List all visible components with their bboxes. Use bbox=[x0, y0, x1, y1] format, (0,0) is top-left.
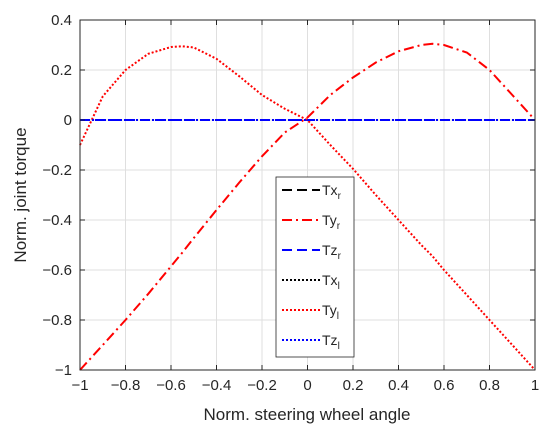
y-tick-label: −0.2 bbox=[42, 162, 72, 179]
x-tick-label: 0.2 bbox=[343, 377, 364, 394]
y-axis-label: Norm. joint torque bbox=[11, 127, 30, 262]
legend-series-subscript: l bbox=[338, 341, 340, 352]
y-tick-label: −1 bbox=[55, 362, 72, 379]
x-tick-label: −0.8 bbox=[111, 377, 141, 394]
series-line-ty-l bbox=[79, 45, 536, 371]
legend-box bbox=[275, 176, 355, 358]
axis-ticks: −1 −0.8 −0.6 −0.4 −0.2 0 0.2 0.4 0.6 0.8 1 0.4 0.2 0 −… bbox=[42, 12, 539, 394]
legend-series-subscript: r bbox=[338, 251, 342, 262]
legend-label: Txl bbox=[322, 272, 340, 292]
x-axis-label: Norm. steering wheel angle bbox=[204, 405, 411, 424]
x-tick-label: 0.4 bbox=[388, 377, 409, 394]
legend-series-subscript: l bbox=[338, 281, 340, 292]
x-tick-label: 0.6 bbox=[434, 377, 455, 394]
x-tick-label: 0 bbox=[303, 377, 311, 394]
series-line-ty-r bbox=[79, 42, 536, 371]
legend-series-subscript: r bbox=[338, 191, 342, 202]
y-tick-label: −0.4 bbox=[42, 212, 72, 229]
legend-series-subscript: l bbox=[337, 311, 339, 322]
x-tick-label: −0.4 bbox=[202, 377, 232, 394]
legend-series-name: Tz bbox=[322, 332, 338, 348]
legend-label: Tyl bbox=[322, 302, 339, 322]
legend-series-name: Ty bbox=[322, 302, 337, 318]
series-lines bbox=[79, 42, 536, 371]
x-tick-label: 1 bbox=[531, 377, 539, 394]
legend-label: Txr bbox=[322, 182, 342, 202]
legend-label: Tyr bbox=[322, 212, 341, 232]
y-tick-label: 0 bbox=[64, 112, 72, 129]
x-tick-label: −0.6 bbox=[156, 377, 186, 394]
x-tick-label: −0.2 bbox=[247, 377, 277, 394]
legend-label: Tzl bbox=[322, 332, 340, 352]
legend-series-name: Tx bbox=[322, 182, 338, 198]
legend-label: Tzr bbox=[322, 242, 342, 262]
y-tick-label: 0.2 bbox=[51, 62, 72, 79]
y-tick-label: 0.4 bbox=[51, 12, 72, 29]
y-tick-label: −0.6 bbox=[42, 262, 72, 279]
legend-series-name: Tx bbox=[322, 272, 338, 288]
legend-series-name: Ty bbox=[322, 212, 337, 228]
x-tick-label: 0.8 bbox=[479, 377, 500, 394]
x-tick-label: −1 bbox=[71, 377, 88, 394]
y-tick-label: −0.8 bbox=[42, 312, 72, 329]
legend-series-name: Tz bbox=[322, 242, 338, 258]
legend-series-subscript: r bbox=[337, 221, 341, 232]
